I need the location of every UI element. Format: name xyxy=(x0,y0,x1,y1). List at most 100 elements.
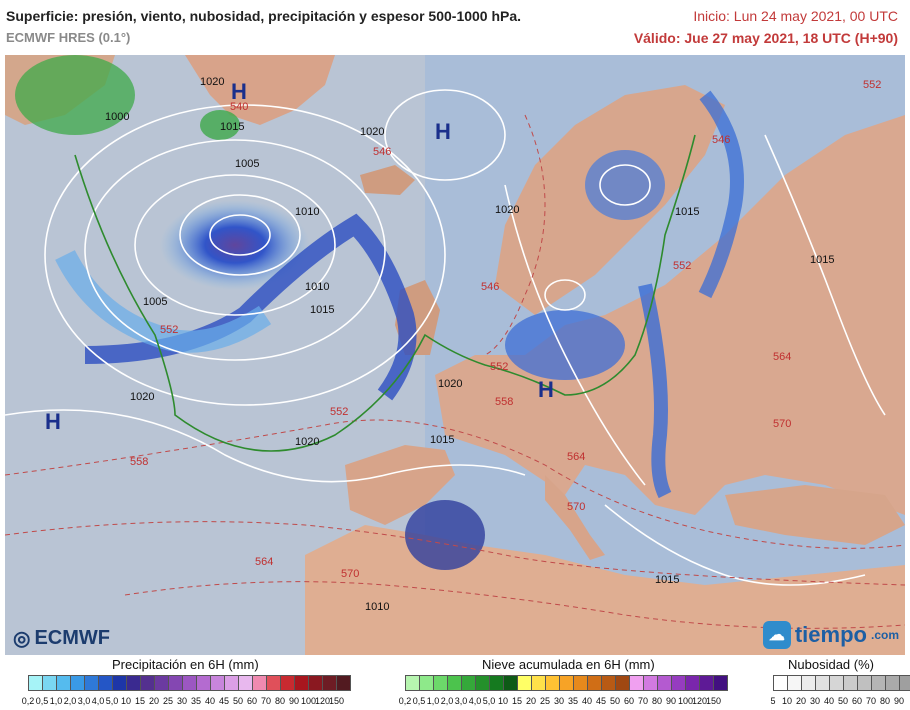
land-iberia xyxy=(345,445,455,525)
isobar-label: 1015 xyxy=(310,304,334,316)
snow-scale-label: 70 xyxy=(637,696,648,706)
precip-swatch xyxy=(112,675,127,691)
snow-scale-label: 10 xyxy=(497,696,508,706)
model-label: ECMWF HRES (0.1°) xyxy=(6,30,131,45)
snow-swatch xyxy=(587,675,602,691)
precip-band-russia xyxy=(698,90,744,299)
precip-north-africa xyxy=(405,500,485,570)
valid-time: Válido: Jue 27 may 2021, 18 UTC (H+90) xyxy=(633,30,898,46)
isobar-label: 1020 xyxy=(495,204,519,216)
precip-swatch xyxy=(196,675,211,691)
precip-scale-label: 5,0 xyxy=(105,696,119,706)
cloud-scale-label: 80 xyxy=(879,696,890,706)
cloud-swatch xyxy=(787,675,802,691)
precip-swatch xyxy=(182,675,197,691)
frontal-boundary xyxy=(74,134,696,452)
snow-swatch xyxy=(419,675,434,691)
header: Superficie: presión, viento, nubosidad, … xyxy=(0,0,910,55)
precip-swatch xyxy=(28,675,43,691)
isobar-label: 1015 xyxy=(810,254,834,266)
snow-swatch xyxy=(601,675,616,691)
precip-swatch xyxy=(224,675,239,691)
land-iceland xyxy=(360,165,415,195)
snow-swatch xyxy=(629,675,644,691)
high-pressure-marker: H xyxy=(45,409,61,434)
isobar-label: 1015 xyxy=(430,434,454,446)
precip-swatch xyxy=(154,675,169,691)
snow-scale-label: 60 xyxy=(623,696,634,706)
isobar-label: 1020 xyxy=(360,126,384,138)
snow-swatch xyxy=(531,675,546,691)
snow-color-scale xyxy=(405,675,728,691)
isobars xyxy=(5,89,886,586)
thickness-label: 546 xyxy=(373,146,391,158)
snow-scale-label: 15 xyxy=(511,696,522,706)
snow-swatch xyxy=(615,675,630,691)
precip-scale-label: 150 xyxy=(329,696,345,706)
snow-scale-label: 90 xyxy=(665,696,676,706)
cloud-scale-label: 70 xyxy=(865,696,876,706)
map-title: Superficie: presión, viento, nubosidad, … xyxy=(6,8,522,24)
precip-scale-label: 50 xyxy=(232,696,243,706)
thickness-label: 564 xyxy=(255,556,273,568)
thickness-label: 546 xyxy=(481,281,499,293)
snow-swatch xyxy=(643,675,658,691)
isobar-label: 1015 xyxy=(675,206,699,218)
legend: Precipitación en 6H (mm) 0,2 0,5 1,0 2,0 3,0… xyxy=(0,655,910,710)
precip-swatch xyxy=(140,675,155,691)
land-greenland xyxy=(185,55,335,125)
snow-scale-label: 40 xyxy=(581,696,592,706)
snow-scale-label: 80 xyxy=(651,696,662,706)
precip-scale-label: 4,0 xyxy=(91,696,105,706)
precip-scale-label: 80 xyxy=(274,696,285,706)
precip-scale-label: 45 xyxy=(218,696,229,706)
snow-swatch xyxy=(489,675,504,691)
precip-swatch xyxy=(266,675,281,691)
land-turkey xyxy=(725,485,905,545)
thickness-label: 570 xyxy=(773,418,791,430)
precip-scale-label: 30 xyxy=(176,696,187,706)
precip-swatch xyxy=(84,675,99,691)
precip-color-scale xyxy=(28,675,351,691)
land-italy xyxy=(545,475,605,560)
cloud-scale-label: 90 xyxy=(893,696,904,706)
thickness-label: 570 xyxy=(341,568,359,580)
isobar-label: 1005 xyxy=(143,296,167,308)
thickness-lines xyxy=(5,114,905,629)
thickness-label: 552 xyxy=(863,79,881,91)
cloud-scale-label: 5 xyxy=(770,696,776,706)
thickness-label: 552 xyxy=(330,406,348,418)
snow-greenland xyxy=(200,110,240,140)
precip-swatch xyxy=(168,675,183,691)
high-pressure-marker: H xyxy=(538,377,554,402)
cloud-scale-label: 10 xyxy=(781,696,792,706)
snow-scale-label: 0,2 xyxy=(398,696,412,706)
snow-scale-label: 1,0 xyxy=(426,696,440,706)
precip-swatch xyxy=(322,675,337,691)
precip-scale-label: 1,0 xyxy=(49,696,63,706)
cloud-scale-label: 30 xyxy=(809,696,820,706)
precip-swatch xyxy=(42,675,57,691)
tiempo-logo: ☁ tiempo .com xyxy=(762,621,899,649)
isobar-label: 1020 xyxy=(438,378,462,390)
snow-scale-label: 20 xyxy=(525,696,536,706)
precip-scale-label: 20 xyxy=(148,696,159,706)
cloud-scale-labels: 5 10 20 30 40 50 60 70 80 90 xyxy=(766,696,906,706)
snow-swatch xyxy=(545,675,560,691)
snow-scale-label: 100 xyxy=(678,696,694,706)
snow-scale-label: 2,0 xyxy=(440,696,454,706)
precip-scale-label: 35 xyxy=(190,696,201,706)
precip-swatch xyxy=(70,675,85,691)
snow-scale-label: 120 xyxy=(692,696,708,706)
precip-scale-label: 120 xyxy=(315,696,331,706)
thickness-label: 540 xyxy=(230,101,248,113)
snow-swatch xyxy=(475,675,490,691)
precip-baltic xyxy=(585,150,665,220)
isobar-label: 1010 xyxy=(365,601,389,613)
snow-swatch xyxy=(713,675,728,691)
weather-map: H H H H 1000 1005 1005 1010 1010 1015 10… xyxy=(5,55,905,655)
precip-scale-label: 90 xyxy=(288,696,299,706)
cloud-swatch xyxy=(857,675,872,691)
precip-swatch xyxy=(308,675,323,691)
precip-swatch xyxy=(252,675,267,691)
